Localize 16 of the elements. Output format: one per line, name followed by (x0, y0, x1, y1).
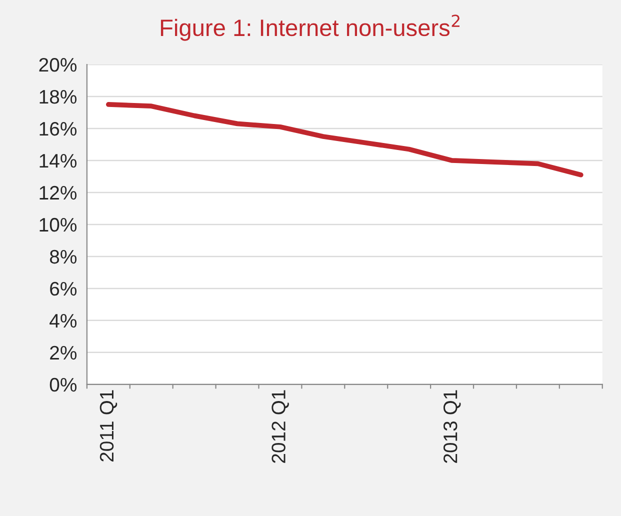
y-tick-label: 8% (50, 250, 77, 264)
y-tick-label: 12% (40, 186, 77, 200)
y-tick-label: 4% (50, 314, 77, 328)
y-tick-label: 14% (40, 154, 77, 168)
chart-title: Figure 1: Internet non-users$^{2}$ (160, 14, 460, 41)
y-tick-label: 10% (40, 218, 77, 232)
y-tick-label: 2% (50, 346, 77, 360)
x-tick-label: 2011 Q1 (100, 390, 118, 462)
y-tick-label: 18% (40, 90, 77, 104)
y-tick-label: 20% (39, 58, 77, 72)
y-tick-label: 6% (50, 282, 77, 296)
x-tick-label: 2012 Q1 (272, 390, 289, 463)
y-tick-label: 16% (40, 122, 77, 136)
y-tick-label: 0% (50, 378, 77, 392)
x-tick-label: 2013 Q1 (443, 390, 461, 463)
line-series (106, 102, 584, 178)
